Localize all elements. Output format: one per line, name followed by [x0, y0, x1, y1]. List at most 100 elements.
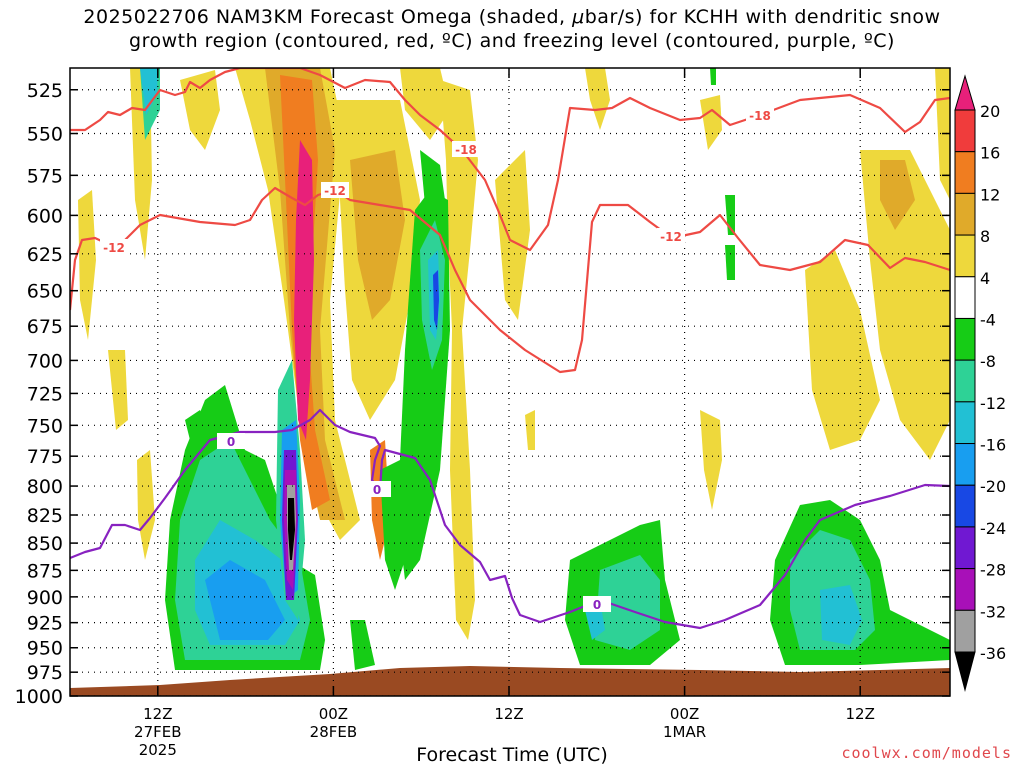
chart-title-line-1: 2025022706 NAM3KM Forecast Omega (shaded… — [83, 6, 941, 28]
omega-area — [495, 150, 530, 320]
x-tick-label: 28FEB — [310, 723, 357, 741]
omega-area — [525, 410, 535, 450]
contours: -12 -12 -12 -18 -18 0 0 0 — [70, 68, 950, 630]
omega-area — [860, 150, 950, 460]
colorbar-bin — [954, 609, 976, 653]
y-tick-label: 800 — [27, 476, 63, 498]
y-tick-label: 900 — [27, 587, 63, 609]
colorbar: 20 16 12 8 4 -4 -8 -12 -16 -20 -24 -28 -32 -36 — [954, 74, 1006, 692]
chart-title-line-2: growth region (contoured, red, ºC) and f… — [129, 30, 895, 52]
colorbar-bin — [954, 401, 976, 445]
contour-line — [70, 408, 950, 630]
contour-line — [70, 186, 950, 374]
colorbar-label: -28 — [980, 561, 1006, 580]
omega-area — [880, 160, 915, 230]
x-tick-label: 1MAR — [663, 723, 706, 741]
contour-label-bg — [583, 596, 611, 612]
y-tick-label: 950 — [27, 638, 63, 660]
omega-area — [205, 560, 285, 640]
x-tick-label: 12Z — [494, 705, 523, 723]
contour-label: 0 — [227, 435, 235, 449]
colorbar-bin — [954, 359, 976, 403]
colorbar-bin — [954, 234, 976, 278]
contour-label-bg — [100, 239, 128, 255]
y-tick-label: 850 — [27, 533, 63, 555]
colorbar-label: -32 — [980, 602, 1006, 621]
omega-area — [140, 68, 158, 115]
contour-label-bg — [321, 182, 349, 198]
y-tick-label: 600 — [27, 205, 63, 227]
y-tick-label: 975 — [27, 662, 63, 684]
colorbar-bin — [954, 317, 976, 361]
omega-area — [350, 150, 405, 320]
omega-area — [700, 410, 722, 510]
colorbar-label: -24 — [980, 519, 1006, 538]
y-tick-label: 625 — [27, 244, 63, 266]
colorbar-label: 4 — [980, 269, 990, 288]
colorbar-arrow — [954, 651, 976, 692]
x-tick-label: 00Z — [319, 705, 348, 723]
colorbar-label: -8 — [980, 352, 996, 371]
omega-area — [805, 250, 880, 450]
contour-label-bg — [363, 481, 391, 497]
omega-area — [595, 555, 660, 650]
colorbar-label: 12 — [980, 185, 1000, 204]
contour-label: -18 — [749, 109, 771, 123]
x-tick-label: 12Z — [846, 705, 875, 723]
omega-area — [400, 68, 450, 140]
colorbar-bin — [954, 484, 976, 528]
colorbar-bin — [954, 192, 976, 236]
contour-label: -12 — [324, 184, 346, 198]
contour-label: 0 — [593, 598, 601, 612]
colorbar-bin — [954, 568, 976, 611]
omega-area — [725, 245, 735, 280]
omega-area — [710, 68, 716, 85]
colorbar-label: -16 — [980, 436, 1006, 455]
colorbar-arrow — [954, 74, 976, 111]
x-tick-label: 2025 — [139, 741, 177, 759]
terrain — [70, 666, 950, 696]
colorbar-bin — [954, 443, 976, 486]
contour-label-bg — [657, 228, 685, 244]
credit-link[interactable]: coolwx.com/models — [841, 744, 1012, 762]
y-tick-label: 700 — [27, 350, 63, 372]
x-tick-label: 27FEB — [134, 723, 181, 741]
omega-area — [108, 350, 128, 430]
colorbar-bin — [954, 276, 976, 319]
y-axis: 525 550 575 600 625 650 675 700 725 750 775 800 825 8… — [15, 80, 950, 708]
y-tick-label: 575 — [27, 165, 63, 187]
y-tick-label: 650 — [27, 281, 63, 303]
colorbar-label: -4 — [980, 310, 996, 329]
contour-label: -12 — [103, 241, 125, 255]
omega-area — [820, 585, 862, 645]
omega-area — [420, 150, 445, 205]
y-tick-label: 725 — [27, 383, 63, 405]
omega-area — [350, 620, 375, 670]
y-tick-label: 550 — [27, 124, 63, 146]
contour-label: -18 — [455, 143, 477, 157]
y-tick-label: 675 — [27, 316, 63, 338]
contour-label: -12 — [660, 230, 682, 244]
terrain-area — [70, 666, 950, 696]
colorbar-label: 8 — [980, 227, 990, 246]
y-tick-label: 775 — [27, 446, 63, 468]
x-axis-title: Forecast Time (UTC) — [416, 744, 608, 766]
y-tick-label: 1000 — [15, 686, 63, 708]
y-tick-label: 925 — [27, 613, 63, 635]
colorbar-label: -20 — [980, 477, 1006, 496]
contour-label-bg — [746, 107, 774, 123]
contour-label-bg — [217, 433, 245, 449]
y-tick-label: 750 — [27, 415, 63, 437]
x-tick-label: 00Z — [670, 705, 699, 723]
colorbar-label: 16 — [980, 144, 1000, 163]
omega-area — [440, 80, 478, 640]
colorbar-bin — [954, 151, 976, 194]
colorbar-bin — [954, 109, 976, 153]
colorbar-label: -36 — [980, 644, 1006, 663]
x-tick-label: 12Z — [143, 705, 172, 723]
omega-area — [700, 95, 722, 150]
contour-label: 0 — [373, 483, 381, 497]
colorbar-label: -12 — [980, 394, 1006, 413]
